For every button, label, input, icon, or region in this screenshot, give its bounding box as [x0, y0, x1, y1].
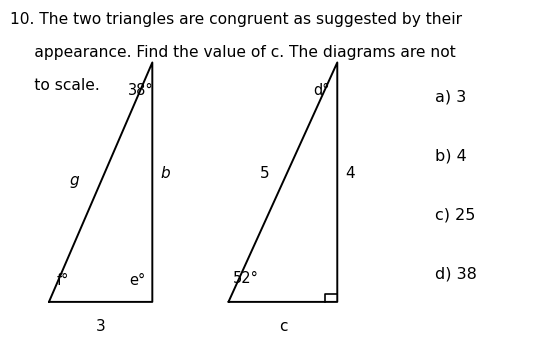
Text: c: c [279, 319, 287, 334]
Text: 4: 4 [345, 166, 355, 181]
Text: 3: 3 [96, 319, 106, 334]
Text: 38°: 38° [128, 83, 153, 98]
Text: a) 3: a) 3 [435, 90, 466, 105]
Text: b) 4: b) 4 [435, 149, 467, 164]
Text: appearance. Find the value of c. The diagrams are not: appearance. Find the value of c. The dia… [10, 45, 455, 60]
Text: d°: d° [313, 83, 329, 98]
Text: c) 25: c) 25 [435, 208, 475, 223]
Text: e°: e° [129, 273, 146, 288]
Text: d) 38: d) 38 [435, 266, 477, 282]
Text: b: b [160, 166, 170, 181]
Text: f°: f° [57, 273, 69, 288]
Text: g: g [69, 173, 79, 188]
Text: to scale.: to scale. [10, 78, 100, 93]
Text: 5: 5 [259, 166, 269, 181]
Text: 52°: 52° [233, 271, 259, 286]
Text: 10. The two triangles are congruent as suggested by their: 10. The two triangles are congruent as s… [10, 12, 462, 27]
